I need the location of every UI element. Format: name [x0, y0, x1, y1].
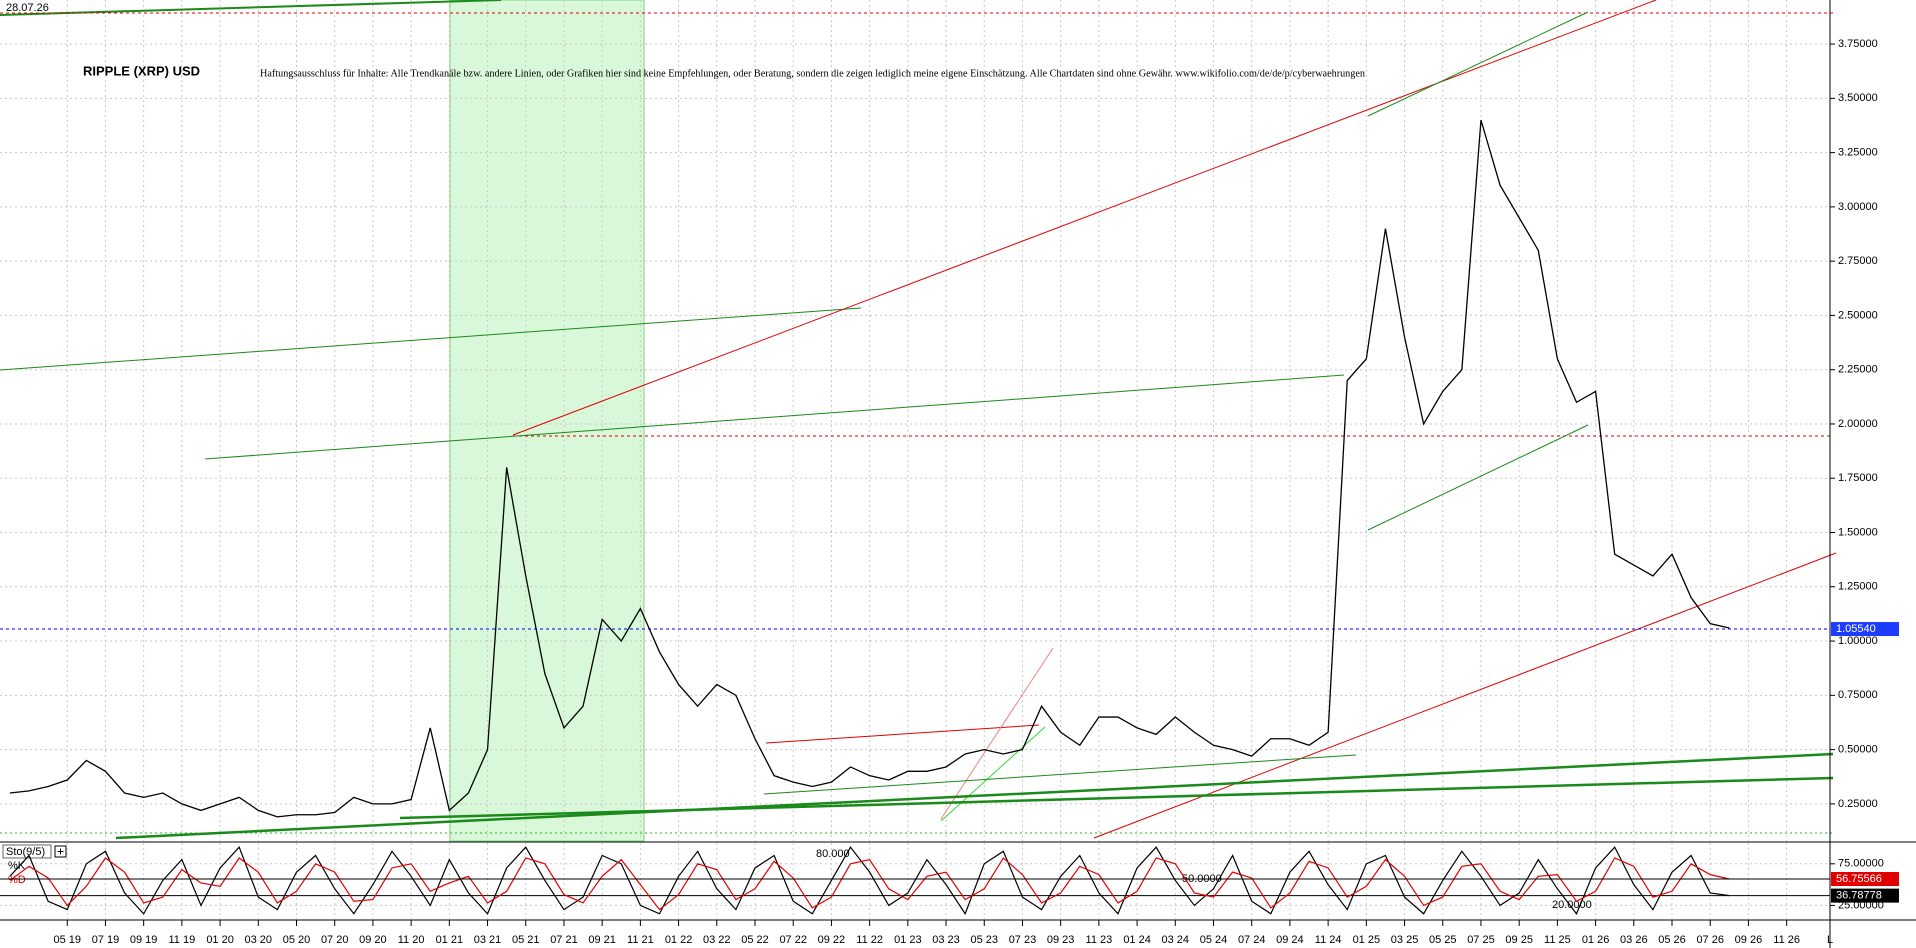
y-tick-label: 2.00000: [1838, 418, 1878, 430]
x-tick-label: 11 25: [1544, 934, 1571, 946]
last-value-box: [1831, 888, 1899, 903]
x-tick-label: 07 24: [1238, 934, 1266, 946]
trendline: [399, 776, 1834, 820]
trendline: [0, 0, 502, 16]
y-tick-label: 3.25000: [1838, 147, 1878, 159]
plus-icon: [57, 848, 64, 855]
x-tick-label: 09 19: [130, 934, 158, 946]
x-tick-label: 03 26: [1620, 934, 1648, 946]
x-tick-label: 05 26: [1658, 934, 1686, 946]
y-tick-label: 3.00000: [1838, 201, 1878, 213]
trendline: [940, 726, 1046, 822]
x-tick-label: 05 20: [283, 934, 311, 946]
trendline: [204, 374, 1345, 460]
annotation: 80.000: [816, 848, 850, 860]
x-tick-label: 11 26: [1773, 934, 1800, 946]
date-label: 28.07.26: [6, 2, 49, 14]
y-tick-label: 3.50000: [1838, 92, 1878, 104]
highlight-band: [449, 0, 645, 842]
x-tick-label: 05 19: [53, 934, 81, 946]
current-price-box: [1831, 622, 1899, 637]
x-tick-label: 09 21: [588, 934, 616, 946]
x-tick-label: 09 22: [818, 934, 846, 946]
x-tick-label: 11 21: [627, 934, 654, 946]
annotation: 20.0000: [1552, 899, 1592, 911]
legend-entry: %K: [8, 860, 26, 872]
current-price-label: 1.05540: [1836, 623, 1876, 635]
x-tick-label: 03 20: [245, 934, 273, 946]
x-tick-label: 07 22: [779, 934, 807, 946]
x-tick-label: 07 20: [321, 934, 349, 946]
trendline: [765, 724, 1040, 744]
x-tick-label: 11 20: [398, 934, 425, 946]
x-tick-label: 01 22: [665, 934, 693, 946]
trendline: [1367, 11, 1589, 117]
x-tick-label: 07 26: [1696, 934, 1724, 946]
y-tick-label: 0.25000: [1838, 798, 1878, 810]
x-tick-label: 11 24: [1315, 934, 1342, 946]
grid: [0, 0, 1830, 919]
x-tick-label: 03 21: [474, 934, 502, 946]
y-tick-label: 0.75000: [1838, 689, 1878, 701]
x-tick-label: 01 21: [436, 934, 464, 946]
x-tick-label: 05 23: [970, 934, 998, 946]
price-line: [9, 119, 1730, 818]
y-tick-label: 2.75000: [1838, 255, 1878, 267]
x-tick-label: 11 19: [169, 934, 196, 946]
y-tick-label: 75.00000: [1838, 858, 1884, 870]
series-line: [9, 846, 1730, 916]
x-tick-label: 01 23: [894, 934, 922, 946]
x-tick-label: 07 19: [92, 934, 120, 946]
x-tick-label: 11 23: [1086, 934, 1113, 946]
x-tick-label: 01 26: [1582, 934, 1610, 946]
last-value-box: [1831, 871, 1899, 886]
y-tick-label: 0.50000: [1838, 744, 1878, 756]
x-tick-label: 01 24: [1123, 934, 1151, 946]
x-tick-label: 09 23: [1047, 934, 1075, 946]
x-tick-label: 09 26: [1735, 934, 1763, 946]
trendline: [115, 752, 1834, 840]
series-line: [9, 857, 1730, 911]
x-tick-label: 05 21: [512, 934, 540, 946]
x-tick-label: 09 25: [1505, 934, 1533, 946]
trendline: [512, 0, 1657, 436]
x-tick-label: 05 24: [1200, 934, 1228, 946]
x-tick-label: 07 25: [1467, 934, 1495, 946]
y-tick-label: 2.25000: [1838, 364, 1878, 376]
y-tick-label: 1.25000: [1838, 581, 1878, 593]
x-tick-label: 01 20: [206, 934, 234, 946]
trendline: [1093, 552, 1837, 839]
x-tick-label: 03 24: [1162, 934, 1190, 946]
disclaimer: Haftungsausschluss für Inhalte: Alle Tre…: [260, 68, 1365, 79]
trendline: [763, 754, 1357, 795]
y-tick-label: 1.75000: [1838, 472, 1878, 484]
y-tick-label: 3.75000: [1838, 38, 1878, 50]
x-tick-label: 03 22: [703, 934, 731, 946]
y-tick-label: 1.00000: [1838, 635, 1878, 647]
x-tick-label: 01 25: [1353, 934, 1381, 946]
x-tick-label: 11 22: [856, 934, 883, 946]
x-tick-label: 03 25: [1391, 934, 1419, 946]
indicator-title: Sto(9/5): [6, 846, 45, 858]
legend-entry: %D: [8, 874, 26, 886]
x-tick-label: 05 22: [741, 934, 769, 946]
corner-label: L: [1827, 934, 1833, 946]
x-tick-label: 07 23: [1009, 934, 1037, 946]
last-value-label: 56.75566: [1836, 873, 1882, 885]
trendline: [940, 647, 1054, 820]
chart-title: RIPPLE (XRP) USD: [83, 63, 200, 78]
x-tick-label: 05 25: [1429, 934, 1457, 946]
x-tick-label: 03 23: [932, 934, 960, 946]
last-value-label: 36.78778: [1836, 890, 1882, 902]
x-tick-label: 09 24: [1276, 934, 1304, 946]
y-tick-label: 1.50000: [1838, 526, 1878, 538]
trendline: [0, 307, 862, 371]
y-tick-label: 2.50000: [1838, 309, 1878, 321]
trendline: [1367, 424, 1589, 531]
x-tick-label: 07 21: [550, 934, 578, 946]
trendlines: [0, 0, 1837, 840]
x-tick-label: 09 20: [359, 934, 387, 946]
